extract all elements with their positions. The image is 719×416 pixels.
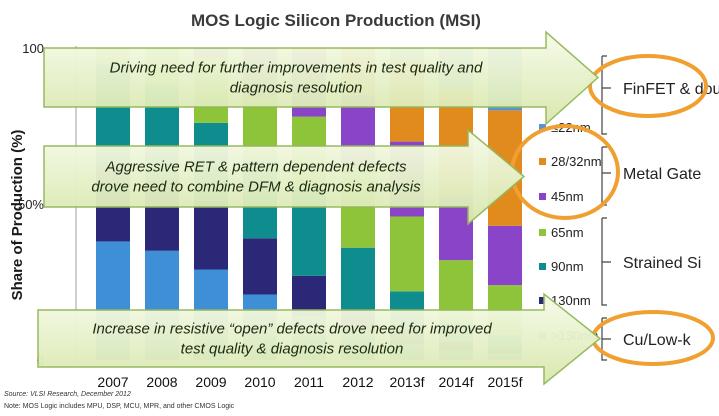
- x-tick-label: 2007: [97, 374, 128, 390]
- bar-segment-45nm: [488, 225, 522, 286]
- callouts: Driving need for further improvements in…: [37, 30, 602, 386]
- technology-groups: FinFET & double pat Metal Gate Strained Si…: [510, 54, 719, 366]
- legend-swatch-130nm: [539, 297, 546, 304]
- group-bracket: [601, 55, 611, 135]
- bar-segment-90nm: [341, 247, 375, 311]
- legend-label-45nm: 45nm: [551, 189, 584, 204]
- y-axis-label: Share of Production (%): [9, 130, 26, 301]
- legend-label-28-32nm: 28/32nm: [551, 154, 602, 169]
- group-label-strained-si: Strained Si: [623, 255, 701, 272]
- callout-text-line: diagnosis resolution: [230, 80, 363, 97]
- x-tick-label: 2013f: [389, 374, 424, 390]
- bar-segment-65nm: [390, 216, 424, 292]
- bar-segment-130nm: [194, 200, 228, 270]
- callout-arrow-shape: [43, 30, 600, 126]
- footnote: Note: MOS Logic includes MPU, DSP, MCU, …: [4, 403, 235, 410]
- highlight-circle: [588, 54, 708, 118]
- legend-label-65nm: 65nm: [551, 225, 584, 240]
- x-axis-ticks: 2007 2008 2009 2010 2011 2012 2013f 2014f 2015f: [97, 374, 522, 390]
- x-tick-label: 2009: [195, 374, 226, 390]
- legend-swatch-22nm: [539, 124, 546, 131]
- group-label-cu-low-k: Cu/Low-k: [623, 332, 692, 349]
- group-label-metal-gate: Metal Gate: [623, 166, 701, 183]
- legend-label-90nm: 90nm: [551, 259, 584, 274]
- group-bracket: [601, 217, 611, 306]
- callout-text-line: drove need to combine DFM & diagnosis an…: [91, 179, 421, 196]
- bar-segment-130nm: [243, 238, 277, 295]
- group-bracket: [601, 317, 611, 361]
- y-tick-label: 100: [22, 41, 44, 56]
- callout-text-line: Driving need for further improvements in…: [110, 60, 483, 77]
- legend-swatch-65nm: [539, 229, 546, 236]
- x-tick-label: 2012: [342, 374, 373, 390]
- x-tick-label: 2008: [146, 374, 177, 390]
- callout-text-line: Aggressive RET & pattern dependent defec…: [104, 159, 407, 176]
- x-tick-label: 2011: [294, 374, 324, 390]
- source-note: Source: VLSI Research, December 2012: [4, 391, 131, 398]
- callout-arrow-shape: [37, 292, 602, 386]
- x-tick-label: 2014f: [438, 374, 473, 390]
- group-label-finfet-double-pat: FinFET & double pat: [623, 81, 719, 98]
- x-tick-label: 2010: [244, 374, 275, 390]
- callout-text-line: Increase in resistive “open” defects dro…: [92, 321, 492, 338]
- callout-arrow: Increase in resistive “open” defects dro…: [37, 292, 602, 386]
- callout-arrow: Driving need for further improvements in…: [43, 30, 600, 126]
- legend-label-130nm: 130nm: [551, 293, 591, 308]
- y-tick-label: 50%: [18, 197, 44, 212]
- legend-swatch-28-32nm: [539, 158, 546, 165]
- x-tick-label: 2015f: [487, 374, 522, 390]
- legend-swatch-90nm: [539, 263, 546, 270]
- chart-title: MOS Logic Silicon Production (MSI): [191, 11, 481, 30]
- callout-text-line: test quality & diagnosis resolution: [181, 341, 404, 358]
- callout-arrow: Aggressive RET & pattern dependent defec…: [43, 128, 526, 226]
- callout-arrow-shape: [43, 128, 526, 226]
- legend-swatch-45nm: [539, 193, 546, 200]
